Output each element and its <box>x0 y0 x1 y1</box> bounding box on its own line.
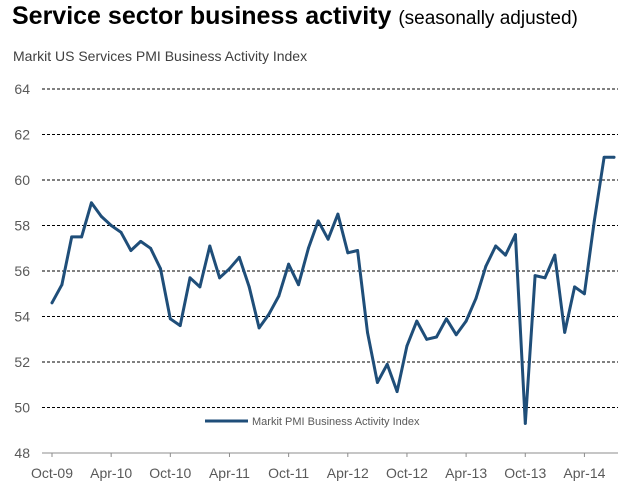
data-point <box>247 285 251 289</box>
x-axis-labels: Oct-09 Apr-10 Oct-10 Apr-11 Oct-11 Apr-12 Oct-… <box>31 453 606 481</box>
data-point <box>376 381 379 384</box>
y-tick-label: 56 <box>14 263 30 279</box>
data-point <box>514 233 517 237</box>
data-point <box>533 274 537 277</box>
data-point <box>563 331 567 334</box>
data-point <box>316 219 320 223</box>
y-tick-label: 64 <box>14 81 30 97</box>
data-point <box>287 262 290 266</box>
y-tick-label: 50 <box>14 400 30 416</box>
x-tick-label: Apr-11 <box>209 465 250 481</box>
data-point <box>346 251 350 255</box>
data-point <box>90 201 93 205</box>
data-point <box>454 333 458 337</box>
y-tick-label: 60 <box>14 172 30 188</box>
data-point <box>464 319 468 323</box>
data-point <box>99 215 103 218</box>
data-point <box>415 319 419 323</box>
data-point <box>553 253 557 257</box>
data-point <box>366 331 369 334</box>
data-point <box>159 267 162 271</box>
data-point <box>80 235 83 239</box>
data-point <box>474 296 478 300</box>
data-point <box>523 422 527 425</box>
data-point <box>405 344 409 348</box>
data-point <box>445 317 448 321</box>
x-tick-label: Oct-10 <box>149 465 191 481</box>
x-tick-label: Oct-12 <box>386 465 428 481</box>
data-point <box>385 362 389 366</box>
data-point <box>573 285 576 289</box>
data-point <box>543 276 547 280</box>
data-point <box>70 235 74 239</box>
data-point <box>277 294 281 298</box>
data-point <box>218 276 222 280</box>
data-point <box>109 224 113 227</box>
data-point <box>139 240 143 243</box>
x-tick-label: Apr-10 <box>90 465 132 481</box>
data-point <box>257 326 261 330</box>
data-point <box>583 292 586 296</box>
y-tick-label: 48 <box>14 445 30 461</box>
data-point <box>484 265 488 268</box>
data-point <box>208 244 212 248</box>
data-point <box>395 390 399 393</box>
data-point <box>435 335 438 339</box>
page-title: Service sector business activity (season… <box>12 2 578 31</box>
data-point <box>119 230 123 234</box>
x-tick-label: Apr-13 <box>445 465 487 481</box>
data-point <box>602 155 606 159</box>
data-point <box>592 219 596 223</box>
y-tick-label: 52 <box>14 354 30 370</box>
data-point <box>188 276 192 280</box>
legend: Markit PMI Business Activity Index <box>205 416 420 428</box>
title-note: (seasonally adjusted) <box>398 8 578 29</box>
data-point <box>336 212 340 216</box>
y-tick-label: 62 <box>14 127 30 143</box>
data-point <box>326 237 330 241</box>
x-tick-label: Apr-12 <box>327 465 369 481</box>
title-main: Service sector business activity <box>12 2 392 30</box>
data-point <box>307 246 310 250</box>
y-tick-label: 58 <box>14 218 30 234</box>
x-tick-label: Oct-11 <box>268 465 309 481</box>
data-point <box>297 283 300 287</box>
y-tick-label: 54 <box>14 309 30 325</box>
series-line <box>50 155 616 425</box>
data-point <box>425 337 429 341</box>
series-layer <box>50 155 616 425</box>
data-point <box>60 283 64 287</box>
data-point <box>228 267 231 271</box>
data-point <box>129 249 133 252</box>
data-point <box>198 285 202 289</box>
x-tick-label: Oct-09 <box>31 465 73 481</box>
legend-label: Markit PMI Business Activity Index <box>252 416 420 428</box>
x-tick-label: Apr-14 <box>563 465 605 481</box>
x-tick-label: Oct-13 <box>504 465 546 481</box>
chart-title: Markit US Services PMI Business Activity… <box>13 48 308 64</box>
data-point <box>356 249 359 252</box>
y-axis-labels: 48 50 52 54 56 58 60 62 64 <box>14 81 30 461</box>
gridlines <box>42 88 618 454</box>
data-point <box>149 246 153 250</box>
data-point <box>494 244 498 248</box>
data-point <box>50 301 54 305</box>
data-point <box>267 312 271 316</box>
data-point <box>178 324 182 327</box>
data-point <box>612 155 616 159</box>
data-point <box>504 253 507 257</box>
data-point <box>168 317 172 321</box>
data-point <box>237 255 241 259</box>
